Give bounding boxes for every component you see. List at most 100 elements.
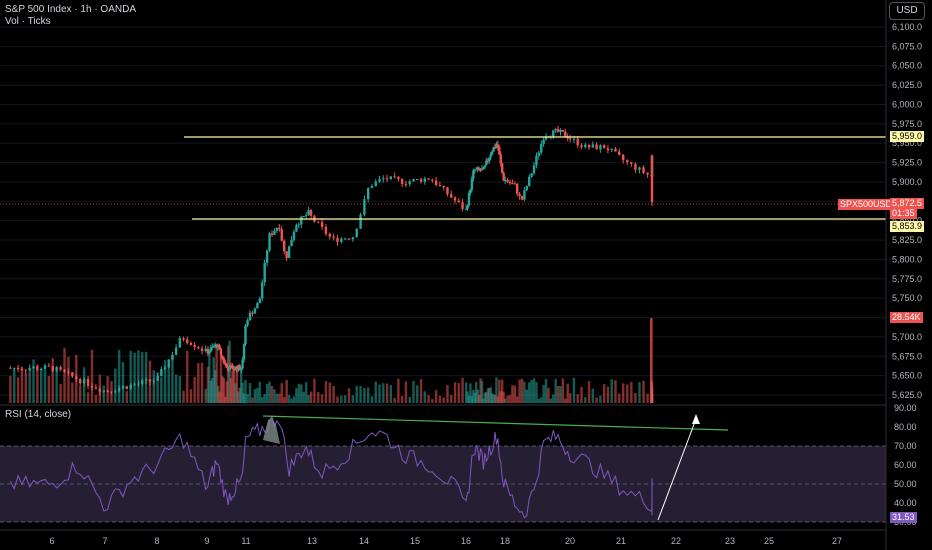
rsi-trend-line[interactable] [262,415,729,431]
candle-body [438,185,442,187]
candle-body [530,173,533,177]
candle-body [621,154,625,161]
time-axis-labels[interactable]: 6 7 8 9 11 13 14 15 16 18 20 21 22 23 25 27 [49,536,842,546]
candle-body [261,282,264,299]
volume-bar [366,387,370,403]
candle-body [226,367,230,371]
candle-body [359,214,362,229]
candle-body [479,169,482,171]
volume-bar [485,392,488,403]
candle-body [178,338,182,348]
candle-body [24,369,27,371]
volume-bar [511,385,514,403]
time-tick-label: 20 [565,536,575,546]
candle-body [650,175,654,203]
price-grid [0,26,886,396]
candle-body [427,178,430,180]
price-tick-label: 5,900.0 [892,177,922,187]
candle-body [320,222,324,227]
candle-body [499,154,502,164]
volume-bar [79,385,82,403]
volume-bar [156,372,159,403]
candle-body [453,197,457,201]
rsi-tick-label: 70.00 [894,441,917,451]
candle-body [503,180,507,182]
price-tick-label: 6,050.0 [892,61,922,71]
candle-body [469,189,472,193]
volume-bar [523,381,526,403]
candle-body [204,348,207,351]
candle-body [133,384,136,386]
candle-body [209,347,213,352]
volume-bar [469,383,472,403]
volume-bar [102,385,105,403]
candle-body [141,380,144,384]
candle-body [606,148,610,151]
candle-body [75,376,78,380]
volume-bar [43,369,47,403]
candle-body [328,233,331,237]
candle-body [219,348,223,356]
candle-body [241,359,244,369]
price-axis-background [886,0,932,550]
price-tick-label: 5,775.0 [892,274,922,284]
volume-bar [580,386,583,403]
volume-bar [63,347,66,403]
candle-body [197,347,200,349]
volume-bar [270,386,274,403]
time-tick-label: 6 [49,536,54,546]
candle-body [523,190,526,200]
price-axis-ticks[interactable]: 6,100.0 6,075.0 6,050.0 6,025.0 6,000.0 5,975… [892,22,922,400]
volume-bar [595,397,598,403]
volume-bar [630,381,633,403]
volume-bar [90,349,94,403]
candle-body [317,221,320,223]
candle-body [189,342,193,345]
volume-bar [438,395,442,403]
volume-bar [480,380,484,403]
volume-bar [13,369,16,403]
volume-bar [204,388,207,403]
candle-body [28,368,31,370]
candle-body [9,367,12,369]
symbol-title[interactable]: S&P 500 Index · 1h · OANDA [5,4,136,15]
time-tick-label: 16 [461,536,471,546]
volume-bar [568,393,572,403]
volume-bar [258,381,261,403]
volume-bar [328,382,331,403]
candle-body [472,170,475,179]
volume-bar [614,380,617,403]
volume-bar [332,385,335,403]
volume-bar [16,377,20,403]
volume-bar [206,366,210,403]
candle-body [382,178,385,180]
candle-body [297,224,301,226]
time-tick-label: 18 [500,536,510,546]
candle-body [82,378,86,384]
rsi-tick-label: 90.00 [894,403,917,413]
volume-bar [283,396,286,403]
volume-bar [234,383,237,403]
volume-bar [554,379,557,403]
volume-bar [212,357,215,403]
volume-bar [559,386,562,403]
volume-legend[interactable]: Vol · Ticks [5,16,51,27]
candle-body [340,238,343,243]
volume-bar [370,396,374,403]
candle-body [485,160,488,166]
volume-bar [537,398,541,403]
volume-bar [499,391,502,403]
candle-body [110,391,113,393]
candle-body [43,365,47,369]
candle-body [646,172,649,175]
volume-bar [530,379,533,403]
candle-body [47,365,51,367]
candle-body [393,176,396,178]
currency-button[interactable]: USD [889,2,925,20]
volume-bar [226,345,230,403]
volume-bar [307,395,310,403]
arrow-shaft[interactable] [657,418,697,521]
time-tick-label: 9 [204,536,209,546]
rsi-legend[interactable]: RSI (14, close) [5,409,72,420]
